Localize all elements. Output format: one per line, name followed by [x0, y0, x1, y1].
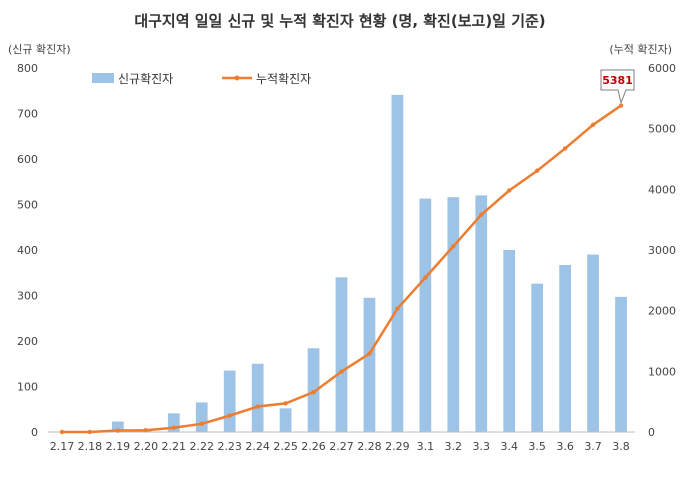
- line-point: [171, 425, 176, 430]
- line-point: [479, 212, 484, 217]
- left-tick-label: 500: [17, 199, 38, 212]
- x-tick-label: 2.28: [357, 440, 382, 453]
- bar: [503, 250, 516, 432]
- x-tick-label: 2.29: [385, 440, 410, 453]
- bar: [559, 265, 571, 432]
- x-tick-label: 3.4: [500, 440, 518, 453]
- line-point: [283, 401, 288, 406]
- bar: [167, 413, 180, 432]
- line-point: [143, 428, 149, 433]
- right-tick-label: 4000: [648, 183, 676, 196]
- x-tick-label: 2.25: [273, 440, 298, 453]
- left-tick-label: 200: [17, 335, 38, 348]
- x-tick-label: 2.21: [162, 440, 187, 453]
- x-tick-label: 2.26: [301, 440, 326, 453]
- right-tick-label: 3000: [648, 244, 676, 257]
- line-point: [590, 122, 596, 127]
- bar: [615, 296, 627, 432]
- left-tick-label: 400: [17, 244, 38, 257]
- bar: [279, 408, 292, 432]
- line-point: [618, 103, 624, 108]
- x-tick-label: 2.24: [245, 440, 270, 453]
- left-tick-label: 300: [17, 290, 38, 303]
- x-tick-label: 3.6: [556, 440, 574, 453]
- x-tick-label: 3.1: [417, 440, 435, 453]
- bar: [587, 254, 599, 432]
- line-point: [199, 421, 204, 427]
- line-point: [59, 429, 65, 435]
- bar: [223, 370, 236, 432]
- line-point: [227, 413, 232, 418]
- right-tick-label: 6000: [648, 62, 676, 75]
- bar: [335, 277, 348, 432]
- x-tick-label: 2.27: [329, 440, 354, 453]
- right-axis-caption: (누적 확진자): [609, 43, 672, 56]
- bar: [391, 94, 404, 432]
- legend-label-bar: 신규확진자: [118, 72, 173, 86]
- left-axis-caption: (신규 확진자): [8, 43, 71, 56]
- bar: [447, 197, 460, 432]
- x-tick-label: 3.7: [584, 440, 602, 453]
- line-point: [534, 168, 540, 173]
- x-tick-label: 2.17: [50, 440, 75, 453]
- left-tick-label: 800: [17, 62, 38, 75]
- line-point: [507, 188, 512, 193]
- left-tick-label: 600: [17, 153, 38, 166]
- callout-label: 5381: [602, 74, 633, 87]
- line-point: [451, 244, 456, 249]
- line-point: [311, 390, 316, 395]
- left-tick-label: 700: [17, 108, 38, 121]
- chart-title: 대구지역 일일 신규 및 누적 확진자 현황 (명, 확진(보고)일 기준): [134, 12, 546, 30]
- x-tick-label: 3.2: [445, 440, 463, 453]
- legend-swatch-bar: [92, 73, 114, 83]
- bar: [195, 402, 208, 432]
- bar: [251, 363, 264, 432]
- bar: [475, 195, 488, 432]
- bar: [419, 198, 432, 432]
- line-point: [115, 428, 121, 433]
- x-tick-label: 2.22: [189, 440, 214, 453]
- line-point: [87, 429, 93, 435]
- line-point: [423, 275, 428, 280]
- right-tick-label: 0: [648, 426, 655, 439]
- x-tick-label: 3.8: [612, 440, 630, 453]
- line-point: [395, 306, 400, 311]
- bar: [112, 421, 124, 432]
- callout-box: [600, 69, 635, 105]
- left-tick-label: 0: [31, 426, 38, 439]
- right-tick-label: 2000: [648, 305, 676, 318]
- bar: [531, 283, 544, 432]
- x-tick-label: 3.5: [528, 440, 546, 453]
- legend-label-line: 누적확진자: [256, 72, 311, 86]
- x-tick-label: 3.3: [473, 440, 491, 453]
- right-tick-label: 5000: [648, 123, 676, 136]
- x-tick-label: 2.20: [134, 440, 159, 453]
- line-point: [562, 146, 568, 151]
- x-tick-label: 2.23: [217, 440, 242, 453]
- line-point: [255, 404, 260, 409]
- right-tick-label: 1000: [648, 365, 676, 378]
- x-tick-label: 2.19: [106, 440, 131, 453]
- left-tick-label: 100: [17, 381, 38, 394]
- bar: [363, 297, 376, 432]
- line-point: [367, 351, 372, 356]
- line-point: [339, 369, 344, 374]
- x-tick-label: 2.18: [78, 440, 103, 453]
- legend-swatch-marker: [234, 75, 240, 81]
